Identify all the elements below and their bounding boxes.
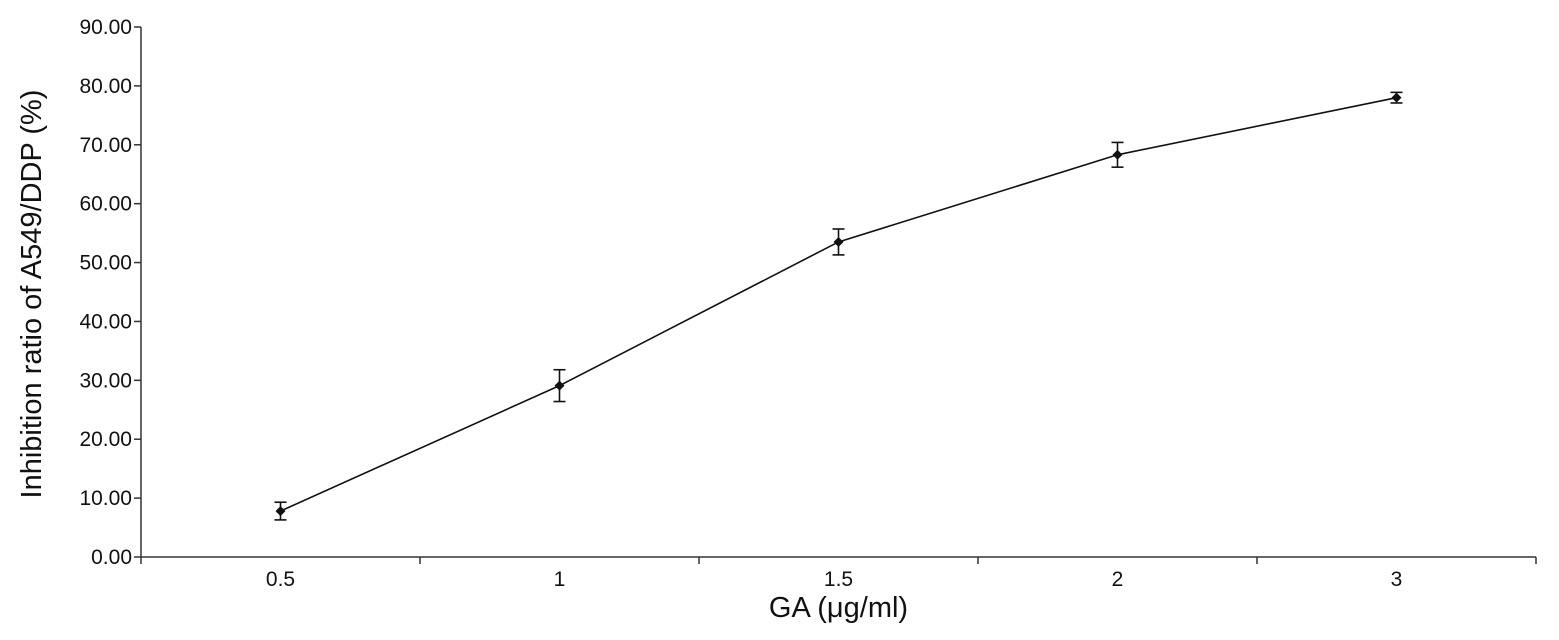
y-tick-label: 20.00 — [79, 428, 132, 451]
y-tick-label: 60.00 — [79, 193, 132, 216]
x-axis-ticks: 0.5 1 1.5 2 3 — [140, 557, 1537, 591]
x-tick-label: 0.5 — [266, 568, 295, 591]
data-point — [1112, 149, 1123, 160]
x-axis-title: GA (μg/ml) — [769, 592, 908, 624]
data-point — [833, 236, 844, 247]
x-tick-label: 2 — [1112, 568, 1124, 591]
y-tick-label: 50.00 — [79, 252, 132, 275]
y-tick-label: 90.00 — [79, 16, 132, 39]
series-line — [280, 96, 1397, 512]
y-tick-label: 70.00 — [79, 134, 132, 157]
y-tick-label: 40.00 — [79, 310, 132, 333]
x-tick-label: 1 — [554, 568, 566, 591]
x-tick-label: 3 — [1391, 568, 1403, 591]
axes — [140, 27, 1536, 558]
y-tick-label: 0.00 — [91, 546, 132, 569]
y-axis-title: Inhibition ratio of A549/DDP (%) — [16, 90, 48, 499]
y-tick-label: 10.00 — [79, 487, 132, 510]
x-tick-label: 1.5 — [824, 568, 853, 591]
y-tick-label: 30.00 — [79, 369, 132, 392]
data-point — [275, 506, 286, 517]
y-tick-label: 80.00 — [79, 75, 132, 98]
data-point — [554, 380, 565, 391]
data-point — [1391, 92, 1402, 103]
series — [274, 91, 1403, 521]
y-axis-ticks: 0.00 10.00 20.00 30.00 40.00 50.00 60.00 70.00 8… — [79, 16, 141, 569]
